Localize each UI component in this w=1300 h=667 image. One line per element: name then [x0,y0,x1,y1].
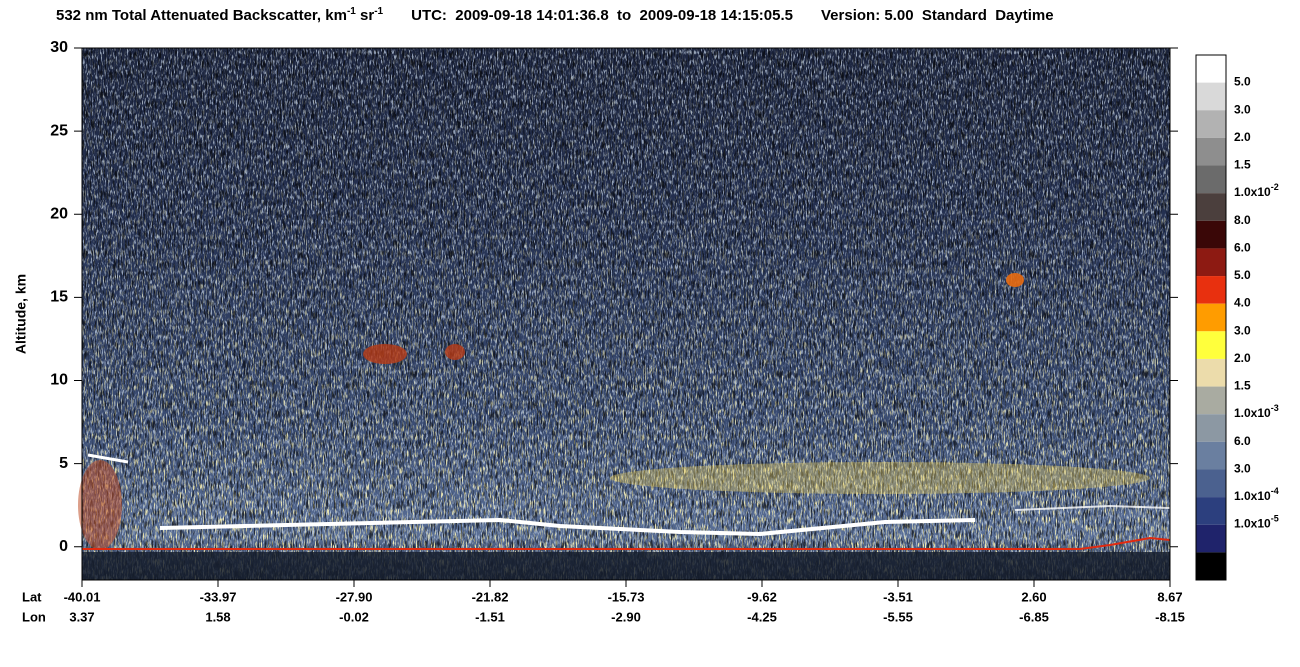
x-row-label: Lon [22,609,46,624]
lon-label: -0.02 [339,609,369,624]
colorbar-label: 5.0 [1234,75,1251,89]
colorbar-swatch [1196,469,1226,498]
colorbar-mantissa: 1.5 [1234,379,1251,393]
curtain-background [78,48,1171,580]
colorbar-swatch [1196,552,1226,580]
lon-label: -8.15 [1155,609,1185,624]
colorbar-swatch [1196,193,1226,221]
lat-label: -9.62 [747,589,777,604]
colorbar-label: 3.0 [1234,462,1251,476]
colorbar-frame [1195,54,1227,581]
colorbar-swatch [1196,497,1226,525]
colorbar-mantissa: 5.0 [1234,268,1251,282]
chart-title: 532 nm Total Attenuated Backscatter, km-… [56,6,1054,24]
x-row-label: Lat [22,589,42,604]
y-tick-label: 30 [50,39,68,56]
colorbar-label: 8.0 [1234,213,1251,227]
colorbar-mantissa: 3.0 [1234,323,1251,337]
colorbar-swatch [1196,220,1226,249]
colorbar-label: 2.0 [1234,351,1251,365]
lon-label: -5.55 [883,609,913,624]
colorbar-mantissa: 1.0x10 [1234,406,1271,420]
colorbar-swatch [1196,248,1226,277]
title-part: UTC: 2009-09-18 14:01:36.8 to 2009-09-18… [411,7,793,24]
lon-label: -2.90 [611,609,641,624]
colorbar-swatch [1196,137,1226,166]
y-tick-label: 25 [50,122,68,139]
colorbar-swatch [1196,303,1226,332]
colorbar-label: 1.5 [1234,158,1251,172]
colorbar-mantissa: 6.0 [1234,434,1251,448]
colorbar-exponent: -3 [1271,404,1279,414]
y-tick-label: 5 [59,455,68,472]
lat-label: 2.60 [1021,589,1046,604]
lat-label: 8.67 [1157,589,1182,604]
lon-label: -6.85 [1019,609,1049,624]
colorbar-swatch [1196,386,1226,415]
colorbar-swatch [1196,331,1226,359]
colorbar-label: 1.0x10-3 [1234,404,1279,421]
colorbar-label: 4.0 [1234,296,1251,310]
y-tick-label: 0 [59,538,68,555]
colorbar-label: 6.0 [1234,434,1251,448]
colorbar-swatch [1196,358,1226,387]
colorbar-label: 1.0x10-4 [1234,486,1279,503]
lat-label: -40.01 [64,589,101,604]
colorbar-label: 1.5 [1234,379,1251,393]
colorbar-label: 3.0 [1234,323,1251,337]
lat-label: -27.90 [336,589,373,604]
colorbar-swatch [1196,82,1226,111]
colorbar-mantissa: 5.0 [1234,75,1251,89]
colorbar-mantissa: 2.0 [1234,351,1251,365]
lat-label: -33.97 [200,589,237,604]
colorbar-swatch [1196,524,1226,553]
colorbar-label: 1.0x10-2 [1234,183,1279,200]
colorbar-mantissa: 8.0 [1234,213,1251,227]
title-part: Version: 5.00 Standard Daytime [821,7,1054,24]
y-axis-label: Altitude, km [13,274,29,354]
colorbar-mantissa: 1.0x10 [1234,489,1271,503]
colorbar-mantissa: 3.0 [1234,462,1251,476]
y-tick-label: 20 [50,205,68,222]
colorbar-label: 3.0 [1234,102,1251,116]
colorbar-exponent: -2 [1271,183,1279,193]
colorbar-swatch [1196,441,1226,470]
colorbar-mantissa: 2.0 [1234,130,1251,144]
lon-label: -4.25 [747,609,777,624]
lon-label: 1.58 [205,609,230,624]
colorbar-swatch [1196,165,1226,194]
colorbar-swatch [1196,55,1226,83]
title-part: sr [356,7,375,24]
title-part: 532 nm Total Attenuated Backscatter, km [56,7,347,24]
title-part: -1 [347,6,356,17]
colorbar-swatch [1196,276,1226,304]
lon-label: 3.37 [69,609,94,624]
title-part: -1 [374,6,383,17]
colorbar-label: 6.0 [1234,241,1251,255]
colorbar-mantissa: 1.0x10 [1234,185,1271,199]
colorbar-mantissa: 6.0 [1234,241,1251,255]
colorbar-mantissa: 3.0 [1234,102,1251,116]
colorbar-mantissa: 4.0 [1234,296,1251,310]
colorbar-label: 5.0 [1234,268,1251,282]
colorbar-label: 1.0x10-5 [1234,514,1279,531]
y-tick-label: 15 [50,289,68,306]
lat-label: -21.82 [472,589,509,604]
colorbar-mantissa: 1.0x10 [1234,517,1271,531]
colorbar-label: 2.0 [1234,130,1251,144]
colorbar-exponent: -5 [1271,514,1279,524]
colorbar-exponent: -4 [1271,486,1279,496]
colorbar-mantissa: 1.5 [1234,158,1251,172]
lat-label: -15.73 [608,589,645,604]
colorbar-swatch [1196,414,1226,442]
colorbar-swatch [1196,110,1226,138]
y-tick-label: 10 [50,372,68,389]
lat-label: -3.51 [883,589,913,604]
lon-label: -1.51 [475,609,505,624]
